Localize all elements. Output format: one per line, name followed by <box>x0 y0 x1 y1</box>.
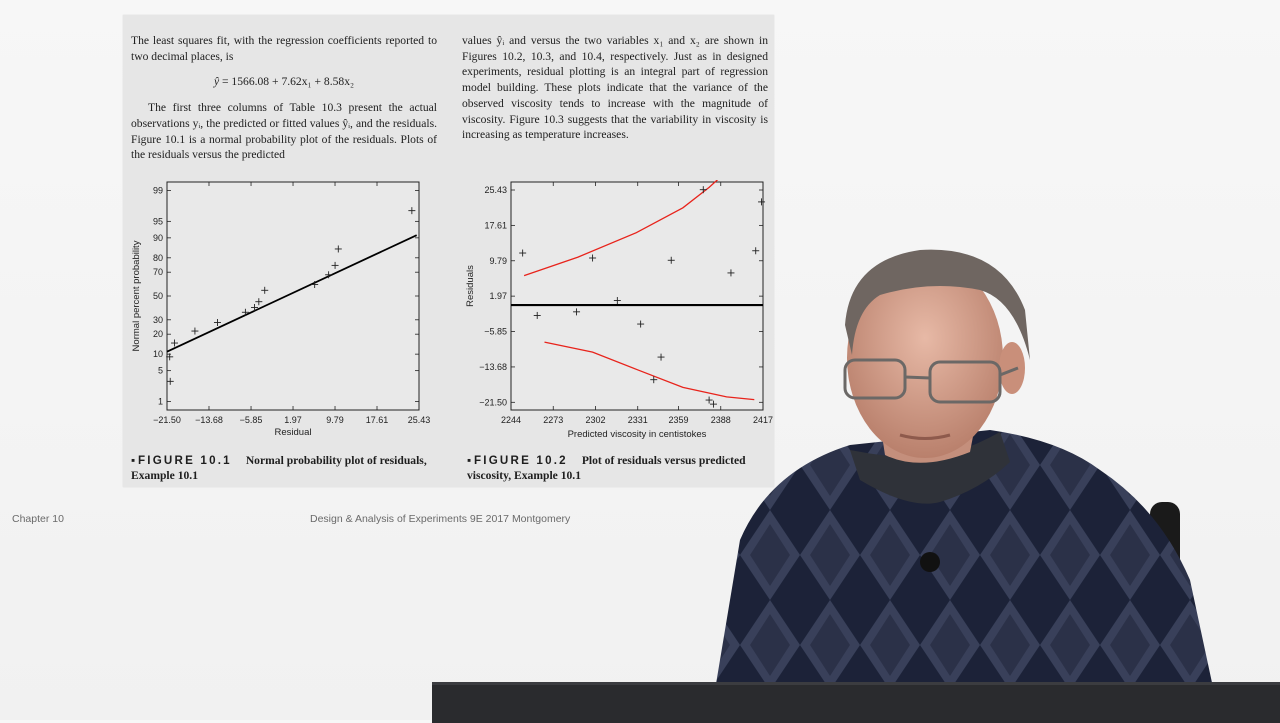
regression-equation: ŷ = 1566.08 + 7.62x₁ + 8.58x₂ <box>131 74 437 90</box>
x-tick-label: 2359 <box>668 415 688 425</box>
y-tick-label: 95 <box>153 216 163 226</box>
equation-lhs: ŷ <box>213 75 220 89</box>
data-point <box>519 249 527 257</box>
left-column-text: The least squares fit, with the regressi… <box>131 33 437 163</box>
y-tick-label: 70 <box>153 267 163 277</box>
data-point <box>255 298 263 306</box>
x-tick-label: 2388 <box>711 415 731 425</box>
x-axis-label: Predicted viscosity in centistokes <box>568 429 707 440</box>
data-point <box>705 396 713 404</box>
x-tick-label: 9.79 <box>326 415 344 425</box>
x-tick-label: 2331 <box>628 415 648 425</box>
figure-10-1-label: FIGURE 10.1 <box>138 454 232 467</box>
caption-bullet: ▪ <box>131 454 139 467</box>
y-tick-label: 10 <box>153 349 163 359</box>
x-tick-label: −13.68 <box>195 415 223 425</box>
x-tick-label: 2244 <box>501 415 521 425</box>
data-point <box>334 245 342 253</box>
figure-10-2-caption-text: Plot of residuals versus predicted visco… <box>467 454 746 482</box>
data-point <box>699 186 707 194</box>
y-tick-label: 17.61 <box>484 220 507 230</box>
data-point <box>325 271 333 279</box>
y-tick-label: 5 <box>158 366 163 376</box>
lower-variance-band <box>544 341 755 401</box>
fit-line <box>166 234 418 353</box>
data-point <box>251 303 259 311</box>
footer-source: Design & Analysis of Experiments 9E 2017… <box>310 513 571 525</box>
data-point <box>752 247 760 255</box>
data-point <box>758 198 766 206</box>
figure-10-2-caption: ▪ FIGURE 10.2 Plot of residuals versus pr… <box>467 453 767 483</box>
data-point <box>261 286 269 294</box>
plot-frame <box>166 181 420 411</box>
figure-10-1-caption-text: Normal probability plot of residuals, Ex… <box>131 454 427 482</box>
data-point <box>213 318 221 326</box>
y-tick-label: 30 <box>153 315 163 325</box>
data-point <box>166 353 174 361</box>
y-tick-label: −13.68 <box>479 362 507 372</box>
data-point <box>709 400 717 408</box>
x-tick-label: 25.43 <box>408 415 431 425</box>
left-paragraph-1: The least squares fit, with the regressi… <box>131 34 437 63</box>
data-point <box>650 376 658 384</box>
data-point <box>241 308 249 316</box>
x-tick-label: 2302 <box>585 415 605 425</box>
textbook-page: The least squares fit, with the regressi… <box>123 15 774 487</box>
residuals-vs-predicted-chart: 2244 2273 2302 2331 2359 2388 2417 25.43 17.61 9.… <box>465 180 773 440</box>
y-tick-label: −21.50 <box>479 397 507 407</box>
data-point <box>613 297 621 305</box>
data-point <box>657 353 665 361</box>
upper-variance-band <box>523 180 719 277</box>
y-tick-label: 50 <box>153 291 163 301</box>
plot-frame <box>510 181 764 411</box>
desk-monitor-edge <box>432 682 1280 723</box>
y-tick-label: 80 <box>153 253 163 263</box>
data-point <box>533 311 541 319</box>
right-paragraph-1: values ŷᵢ and versus the two variables x… <box>462 34 768 142</box>
y-tick-label: −5.85 <box>484 327 507 337</box>
x-tick-label: 17.61 <box>366 415 389 425</box>
y-tick-label: 25.43 <box>484 185 507 195</box>
data-point <box>311 281 319 289</box>
data-point <box>573 308 581 316</box>
y-tick-label: 9.79 <box>489 256 507 266</box>
x-axis-label: Residual <box>275 427 312 438</box>
caption-bullet: ▪ <box>467 454 475 467</box>
equation-rhs: = 1566.08 + 7.62x₁ + 8.58x₂ <box>219 75 355 89</box>
y-tick-label: 1 <box>158 397 163 407</box>
y-tick-label: 20 <box>153 329 163 339</box>
x-tick-label: 2273 <box>543 415 563 425</box>
figure-10-1-plot: −21.50 −13.68 −5.85 1.97 9.79 17.61 25.43 99 95 9… <box>129 180 439 455</box>
x-tick-label: 1.97 <box>284 415 302 425</box>
data-point <box>408 207 416 215</box>
figure-10-1-caption: ▪ FIGURE 10.1 Normal probability plot of … <box>131 453 431 483</box>
normal-probability-chart: −21.50 −13.68 −5.85 1.97 9.79 17.61 25.43 99 95 9… <box>131 181 431 438</box>
figure-10-2-label: FIGURE 10.2 <box>474 454 568 467</box>
x-tick-label: −5.85 <box>240 415 263 425</box>
y-axis-label: Normal percent probability <box>131 240 142 351</box>
data-point <box>166 377 174 385</box>
data-point <box>727 269 735 277</box>
x-tick-label: 2417 <box>753 415 773 425</box>
data-point <box>667 256 675 264</box>
data-point <box>191 327 199 335</box>
right-column-text: values ŷᵢ and versus the two variables x… <box>462 33 768 143</box>
data-point <box>589 254 597 262</box>
data-point <box>171 339 179 347</box>
left-paragraph-2: The first three columns of Table 10.3 pr… <box>131 101 437 162</box>
y-tick-label: 99 <box>153 185 163 195</box>
y-axis-label: Residuals <box>465 265 476 307</box>
data-point <box>331 261 339 269</box>
y-tick-label: 90 <box>153 233 163 243</box>
x-tick-label: −21.50 <box>153 415 181 425</box>
y-tick-label: 1.97 <box>489 291 507 301</box>
presenter-video <box>710 249 1220 720</box>
figure-10-2-plot: 2244 2273 2302 2331 2359 2388 2417 25.43 17.61 9.… <box>463 180 773 455</box>
data-point <box>637 320 645 328</box>
footer-chapter: Chapter 10 <box>12 513 64 525</box>
